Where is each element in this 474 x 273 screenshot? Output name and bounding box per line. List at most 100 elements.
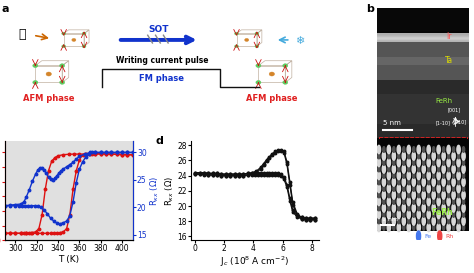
Circle shape: [377, 171, 381, 180]
Circle shape: [438, 192, 440, 198]
Circle shape: [412, 217, 415, 225]
Circle shape: [432, 204, 435, 212]
Text: SOT: SOT: [148, 25, 169, 34]
Circle shape: [378, 153, 380, 159]
Circle shape: [443, 186, 445, 191]
Circle shape: [382, 191, 385, 199]
Circle shape: [422, 217, 425, 225]
Circle shape: [457, 218, 460, 224]
Text: 5 nm: 5 nm: [383, 120, 401, 126]
Text: Ta: Ta: [445, 56, 453, 65]
Circle shape: [447, 218, 450, 224]
Circle shape: [462, 204, 465, 212]
Circle shape: [457, 145, 460, 154]
Circle shape: [377, 210, 381, 219]
Circle shape: [283, 81, 288, 84]
Text: +: +: [435, 230, 440, 235]
Circle shape: [463, 160, 465, 165]
Circle shape: [447, 179, 450, 185]
Circle shape: [387, 184, 391, 193]
Circle shape: [382, 178, 385, 186]
Y-axis label: R$_{xx}$ ($\Omega$): R$_{xx}$ ($\Omega$): [163, 176, 176, 206]
Circle shape: [462, 178, 465, 186]
Circle shape: [397, 184, 401, 193]
Circle shape: [398, 153, 400, 159]
Circle shape: [378, 166, 380, 172]
Circle shape: [428, 179, 430, 185]
Circle shape: [393, 199, 395, 204]
Circle shape: [407, 158, 410, 167]
Circle shape: [447, 145, 450, 154]
Circle shape: [387, 210, 391, 219]
Text: FM phase: FM phase: [139, 74, 184, 83]
Circle shape: [418, 205, 420, 211]
Circle shape: [397, 145, 401, 154]
Circle shape: [432, 217, 435, 225]
Circle shape: [413, 199, 415, 204]
Circle shape: [255, 45, 259, 48]
Text: Rh: Rh: [445, 234, 454, 239]
Bar: [377, 8, 469, 31]
Circle shape: [408, 205, 410, 211]
Circle shape: [447, 153, 450, 159]
Circle shape: [427, 184, 430, 193]
Circle shape: [428, 192, 430, 198]
Bar: [377, 8, 469, 138]
Circle shape: [392, 165, 395, 173]
Circle shape: [438, 179, 440, 185]
Circle shape: [433, 225, 435, 230]
Circle shape: [398, 218, 400, 224]
Y-axis label: R$_{xx}$ ($\Omega$): R$_{xx}$ ($\Omega$): [148, 176, 161, 206]
Circle shape: [382, 204, 385, 212]
Circle shape: [453, 212, 455, 217]
Circle shape: [433, 186, 435, 191]
Circle shape: [462, 217, 465, 225]
Circle shape: [443, 173, 445, 178]
Circle shape: [387, 223, 391, 232]
Circle shape: [383, 225, 385, 230]
Bar: [377, 36, 469, 37]
Circle shape: [82, 45, 86, 48]
Circle shape: [418, 179, 420, 185]
Circle shape: [452, 191, 455, 199]
Circle shape: [408, 166, 410, 172]
Text: Writing current pulse: Writing current pulse: [116, 56, 208, 65]
Circle shape: [447, 223, 450, 232]
Text: [001]: [001]: [448, 108, 461, 112]
Circle shape: [457, 205, 460, 211]
Circle shape: [413, 225, 415, 230]
Circle shape: [283, 64, 288, 67]
Circle shape: [418, 218, 420, 224]
Circle shape: [428, 166, 430, 172]
Circle shape: [457, 171, 460, 180]
Circle shape: [393, 212, 395, 217]
Text: Ir: Ir: [446, 32, 452, 41]
Circle shape: [402, 204, 405, 212]
Circle shape: [403, 173, 405, 178]
Circle shape: [383, 160, 385, 165]
Circle shape: [378, 205, 380, 211]
Circle shape: [438, 231, 442, 241]
Circle shape: [422, 204, 425, 212]
Circle shape: [422, 165, 425, 173]
Circle shape: [417, 171, 420, 180]
Circle shape: [82, 32, 86, 35]
Circle shape: [463, 199, 465, 204]
Circle shape: [422, 191, 425, 199]
Circle shape: [443, 199, 445, 204]
Circle shape: [453, 186, 455, 191]
Circle shape: [398, 205, 400, 211]
Circle shape: [60, 81, 65, 84]
X-axis label: T (K): T (K): [58, 255, 79, 264]
Circle shape: [452, 217, 455, 225]
Circle shape: [378, 192, 380, 198]
Circle shape: [427, 158, 430, 167]
Circle shape: [397, 210, 401, 219]
Circle shape: [423, 147, 425, 152]
Circle shape: [447, 205, 450, 211]
Circle shape: [417, 184, 420, 193]
Bar: [377, 38, 469, 39]
Circle shape: [382, 217, 385, 225]
Bar: [377, 40, 469, 41]
Circle shape: [256, 81, 261, 84]
